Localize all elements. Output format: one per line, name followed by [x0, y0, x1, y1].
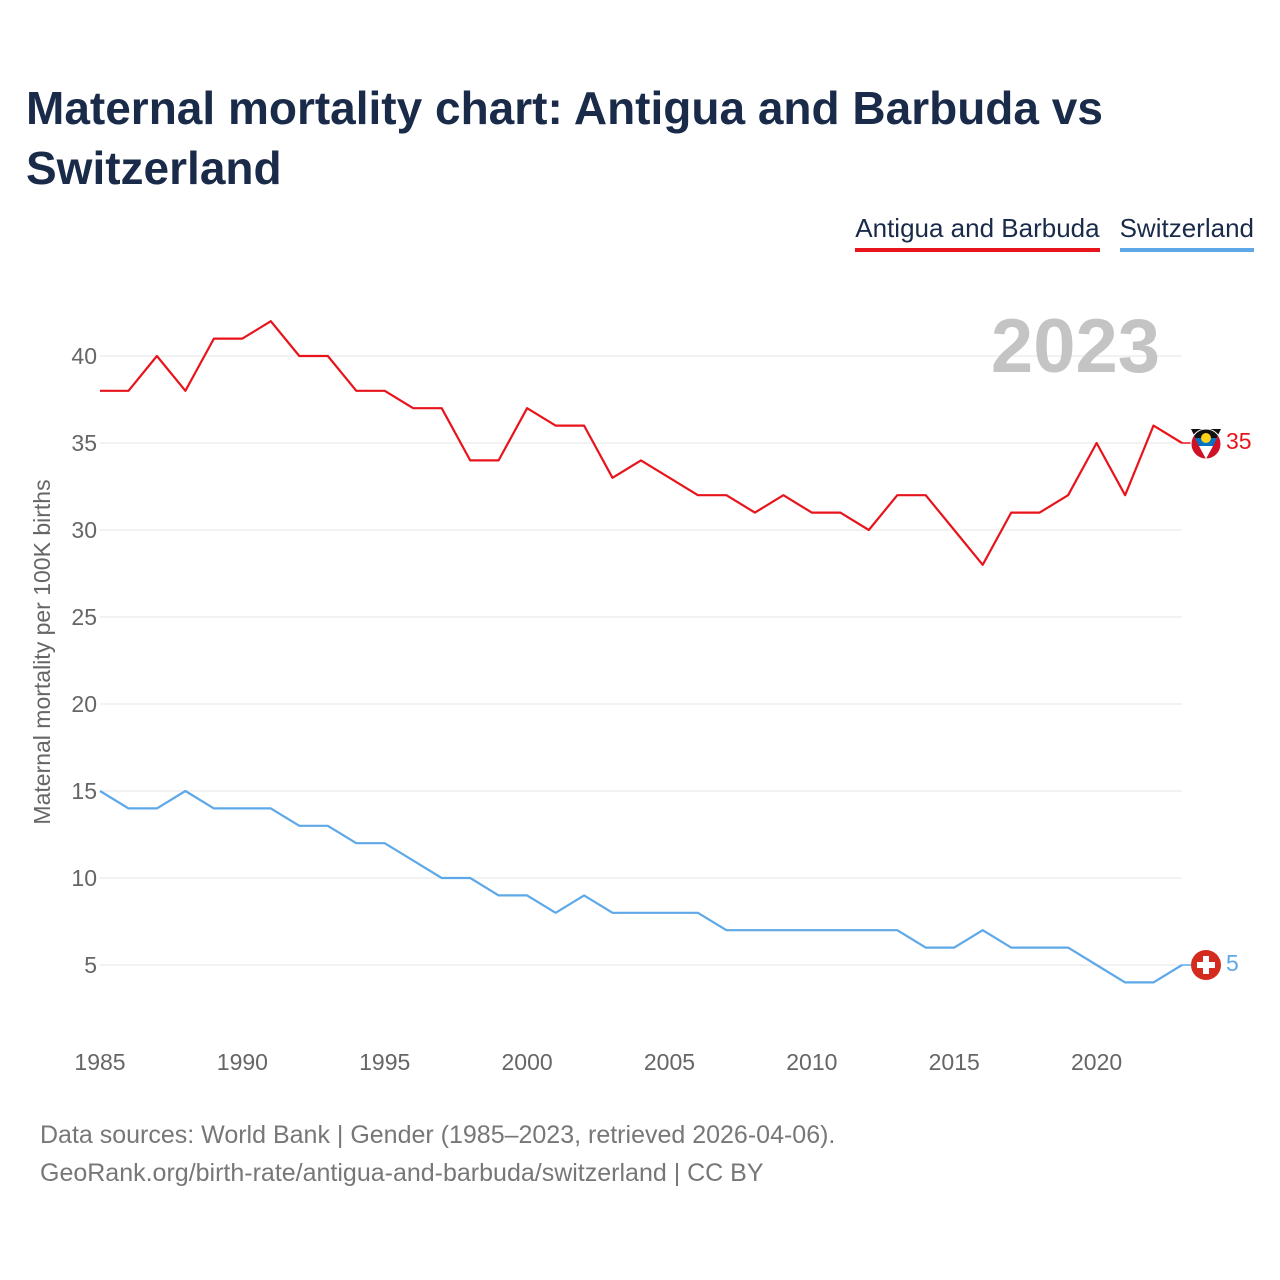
series-lines — [99, 320, 1192, 984]
x-tick-label: 2000 — [502, 1049, 553, 1075]
x-tick-label: 2015 — [929, 1049, 980, 1075]
series-line-antigua[interactable] — [100, 320, 1183, 566]
legend: Antigua and Barbuda Switzerland — [855, 212, 1254, 252]
x-tick-label: 2020 — [1071, 1049, 1122, 1075]
x-axis-ticks: 1985 1990 1995 2000 2005 2010 2015 2020 — [74, 1049, 1122, 1075]
legend-item-antigua[interactable]: Antigua and Barbuda — [855, 212, 1100, 252]
y-tick-label: 15 — [71, 778, 97, 804]
y-tick-label: 10 — [71, 865, 97, 891]
y-tick-label: 35 — [71, 430, 97, 456]
series-line-switzerland[interactable] — [99, 789, 1183, 984]
y-tick-label: 30 — [71, 517, 97, 543]
x-tick-label: 2005 — [644, 1049, 695, 1075]
year-watermark: 2023 — [991, 304, 1160, 389]
x-tick-label: 2010 — [786, 1049, 837, 1075]
end-label-switzerland: 5 — [1226, 950, 1239, 976]
gridlines — [100, 355, 1182, 966]
y-tick-label: 40 — [71, 343, 97, 369]
y-tick-label: 20 — [71, 691, 97, 717]
switzerland-flag-icon — [1191, 950, 1221, 980]
x-tick-label: 1995 — [359, 1049, 410, 1075]
end-label-antigua: 35 — [1226, 428, 1252, 454]
footer: Data sources: World Bank | Gender (1985–… — [40, 1116, 835, 1192]
y-axis-ticks: 5 10 15 20 25 30 35 40 — [71, 343, 97, 978]
legend-item-switzerland[interactable]: Switzerland — [1119, 212, 1254, 252]
footer-link[interactable]: GeoRank.org/birth-rate/antigua-and-barbu… — [40, 1159, 764, 1187]
line-chart: 5 10 15 20 25 30 35 40 1985 1990 1995 2000 2005 2010… — [29, 304, 1252, 1075]
x-tick-label: 1985 — [74, 1049, 125, 1075]
y-axis-label: Maternal mortality per 100K births — [29, 479, 55, 824]
chart-title: Maternal mortality chart: Antigua and Ba… — [26, 82, 1103, 194]
x-tick-label: 1990 — [217, 1049, 268, 1075]
y-tick-label: 5 — [84, 952, 97, 978]
y-tick-label: 25 — [71, 604, 97, 630]
footer-source: Data sources: World Bank | Gender (1985–… — [40, 1121, 836, 1149]
antigua-flag-icon — [1190, 428, 1222, 460]
